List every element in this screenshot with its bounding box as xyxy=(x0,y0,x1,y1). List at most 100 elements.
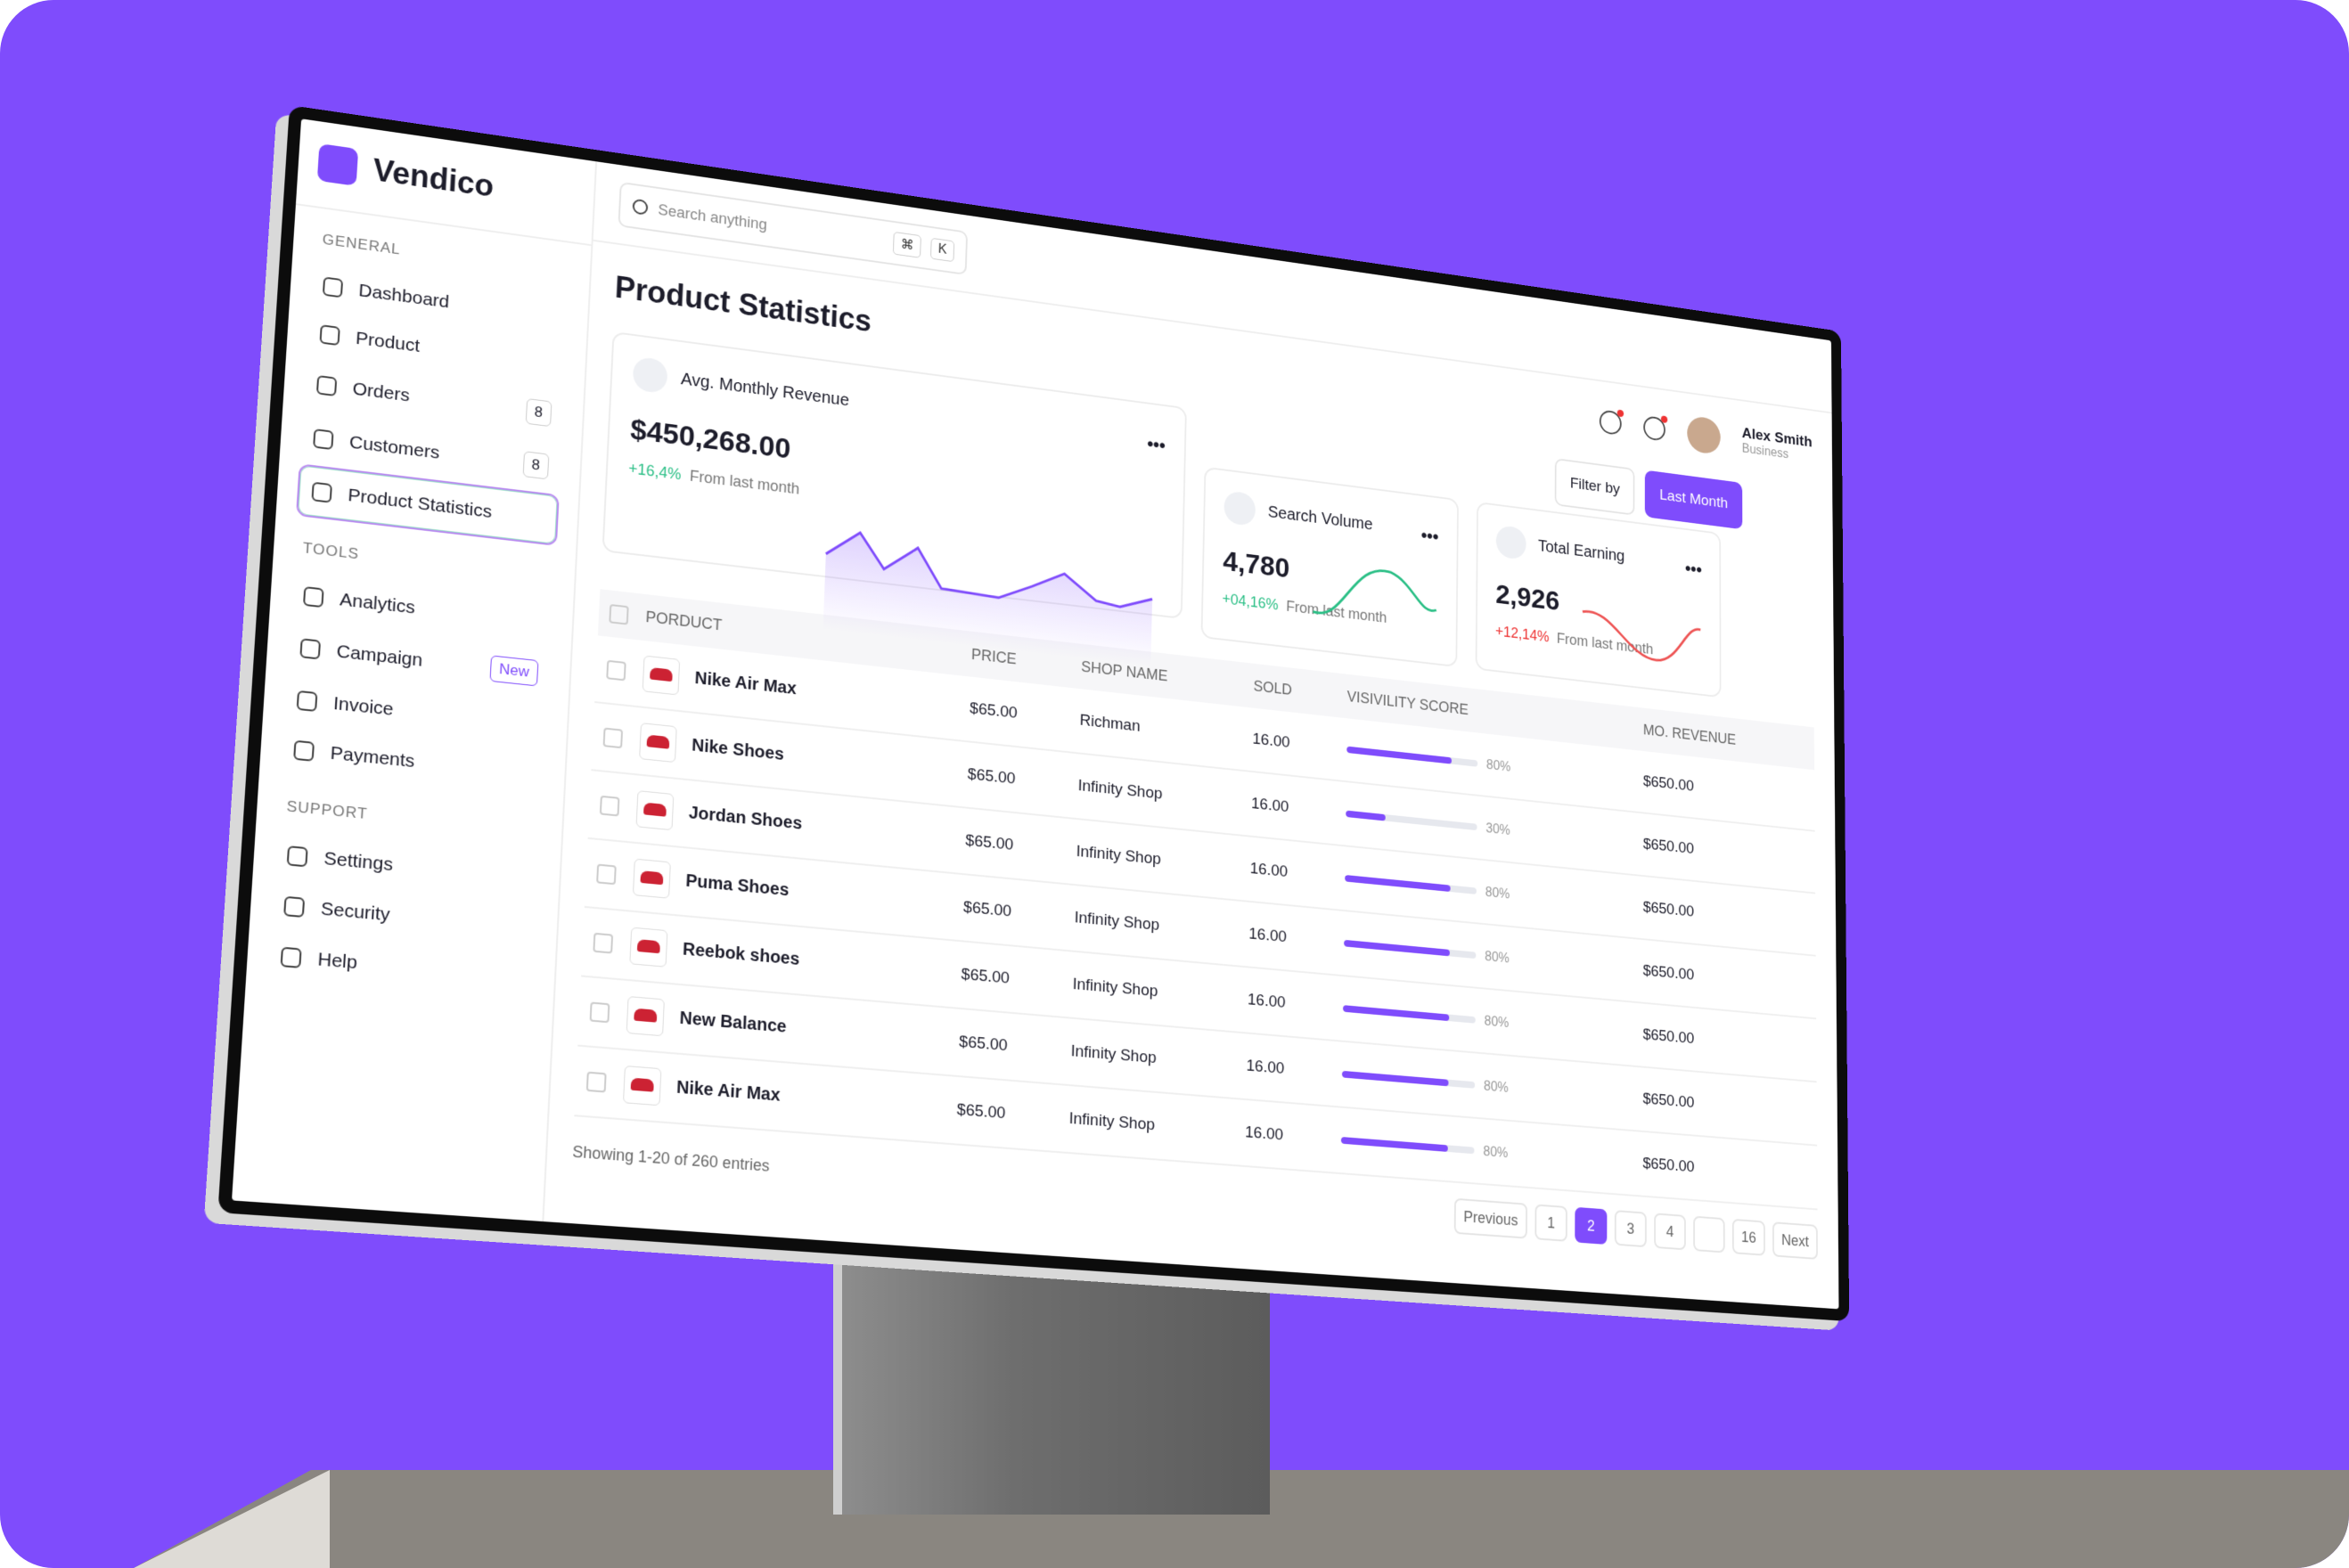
cell-text: $650.00 xyxy=(1642,962,1695,984)
cell-text: $650.00 xyxy=(1642,898,1695,921)
nav-icon xyxy=(293,739,315,762)
checkbox[interactable] xyxy=(602,727,624,749)
cell-text: 16.00 xyxy=(1247,991,1286,1012)
score-bar xyxy=(1341,1071,1449,1087)
search-box[interactable]: Search anything ⌘ K xyxy=(618,181,969,275)
cell-text: $650.00 xyxy=(1642,835,1694,858)
score-track xyxy=(1341,1071,1475,1089)
table-cell: $65.00 xyxy=(952,873,1066,951)
score-track xyxy=(1342,1005,1476,1024)
filter-button[interactable]: Filter by xyxy=(1555,458,1635,516)
cell-text: 16.00 xyxy=(1244,1123,1284,1145)
cell-text: $650.00 xyxy=(1642,1155,1695,1177)
score-bar xyxy=(1342,1005,1449,1022)
next-button[interactable]: Next xyxy=(1772,1221,1818,1261)
monitor: Vendico GENERAL Dashboard Product Orders 8 Cu… xyxy=(217,105,1850,1322)
page-button[interactable]: 3 xyxy=(1614,1210,1647,1248)
table-cell: Infinity Shop xyxy=(1058,1084,1237,1166)
notifications-button[interactable] xyxy=(1643,415,1666,442)
nav-icon xyxy=(280,946,302,968)
sparkline-area xyxy=(823,528,1153,667)
checkbox[interactable] xyxy=(606,659,626,682)
monitor-view: Vendico GENERAL Dashboard Product Orders 8 Cu… xyxy=(217,105,2036,1322)
nav-label: Product xyxy=(355,328,421,356)
cell-text: 16.00 xyxy=(1250,795,1289,817)
main: Search anything ⌘ K Product Statistics xyxy=(544,161,1838,1309)
product-thumb xyxy=(639,723,677,764)
score-label: 80% xyxy=(1483,1079,1509,1096)
page-button[interactable]: 16 xyxy=(1731,1219,1765,1256)
checkbox[interactable] xyxy=(585,1071,607,1093)
cell-text: Infinity Shop xyxy=(1076,842,1162,870)
nav-label: Customers xyxy=(348,432,440,463)
page-button[interactable]: 2 xyxy=(1575,1207,1608,1245)
cell-text: Richman xyxy=(1079,711,1141,736)
nav-label: Dashboard xyxy=(357,280,450,313)
stat-card: Search Volume ••• 4,780 +04,16% From last mo… xyxy=(1200,466,1459,668)
score-bar xyxy=(1343,940,1450,957)
cell-text: $65.00 xyxy=(961,965,1011,988)
table-cell: $65.00 xyxy=(954,806,1068,885)
sparkline-line xyxy=(1313,562,1436,627)
stat-card: Avg. Monthly Revenue ••• $450,268.00 +16,4%… xyxy=(602,331,1743,667)
avatar[interactable] xyxy=(1687,414,1721,455)
product-thumb xyxy=(632,858,671,899)
score-track xyxy=(1344,875,1477,895)
screen: Vendico GENERAL Dashboard Product Orders 8 Cu… xyxy=(232,118,1839,1310)
search-icon xyxy=(632,198,649,216)
sparkline xyxy=(1201,469,1460,702)
cell-text: Infinity Shop xyxy=(1072,975,1158,1001)
table-cell: 16.00 xyxy=(1238,901,1335,976)
checkbox[interactable] xyxy=(589,1001,610,1024)
table-cell: $650.00 xyxy=(1633,1131,1818,1210)
page-title: Product Statistics xyxy=(614,269,872,339)
sidebar: Vendico GENERAL Dashboard Product Orders 8 Cu… xyxy=(232,118,598,1222)
nav-label: Help xyxy=(316,949,358,974)
period-button[interactable]: Last Month xyxy=(1644,470,1743,530)
cell-text: 16.00 xyxy=(1246,1057,1285,1079)
table-cell: $65.00 xyxy=(956,740,1069,819)
table-cell: $65.00 xyxy=(950,940,1064,1017)
checkbox[interactable] xyxy=(596,863,617,886)
product-name: Nike Shoes xyxy=(691,736,785,765)
sparkline xyxy=(599,333,1189,667)
user-info: Alex Smith Business xyxy=(1742,425,1813,465)
cell-text: $65.00 xyxy=(967,765,1016,788)
nav-icon xyxy=(296,690,318,713)
page-gap xyxy=(1693,1215,1725,1254)
page-button[interactable]: 4 xyxy=(1654,1213,1686,1251)
nav-label: Analytics xyxy=(339,589,416,618)
table-cell: 16.00 xyxy=(1240,835,1336,911)
cell-text: Infinity Shop xyxy=(1074,909,1160,935)
logo xyxy=(316,143,359,186)
checkbox[interactable] xyxy=(593,933,614,954)
cell-text: Infinity Shop xyxy=(1077,777,1163,804)
cell-text: $65.00 xyxy=(958,1033,1008,1056)
score-label: 80% xyxy=(1484,1014,1510,1031)
score-bar xyxy=(1344,875,1451,893)
cell-text: 16.00 xyxy=(1249,860,1289,881)
product-thumb xyxy=(626,996,665,1037)
user-area: Alex Smith Business xyxy=(1599,403,1813,467)
table-cell: 16.00 xyxy=(1242,706,1338,781)
page-button[interactable]: 1 xyxy=(1535,1204,1567,1243)
previous-button[interactable]: Previous xyxy=(1453,1198,1527,1239)
nav-label: Orders xyxy=(352,379,411,406)
nav-label: Security xyxy=(320,898,391,926)
product-thumb xyxy=(622,1066,662,1107)
messages-button[interactable] xyxy=(1599,409,1622,436)
cell-text: $650.00 xyxy=(1642,1025,1695,1049)
nav-label: Product Statistics xyxy=(347,485,493,522)
checkbox[interactable] xyxy=(599,796,620,817)
score-label: 80% xyxy=(1485,886,1510,902)
score-bar xyxy=(1345,810,1386,821)
table-cell: 16.00 xyxy=(1236,1032,1333,1107)
cell-text: 16.00 xyxy=(1248,925,1287,947)
score-label: 80% xyxy=(1486,758,1511,775)
product-name: Reebok shoes xyxy=(682,939,800,970)
nav-badge: New xyxy=(489,655,539,687)
cell-text: $65.00 xyxy=(969,699,1019,723)
table-cell: 16.00 xyxy=(1234,1098,1332,1173)
